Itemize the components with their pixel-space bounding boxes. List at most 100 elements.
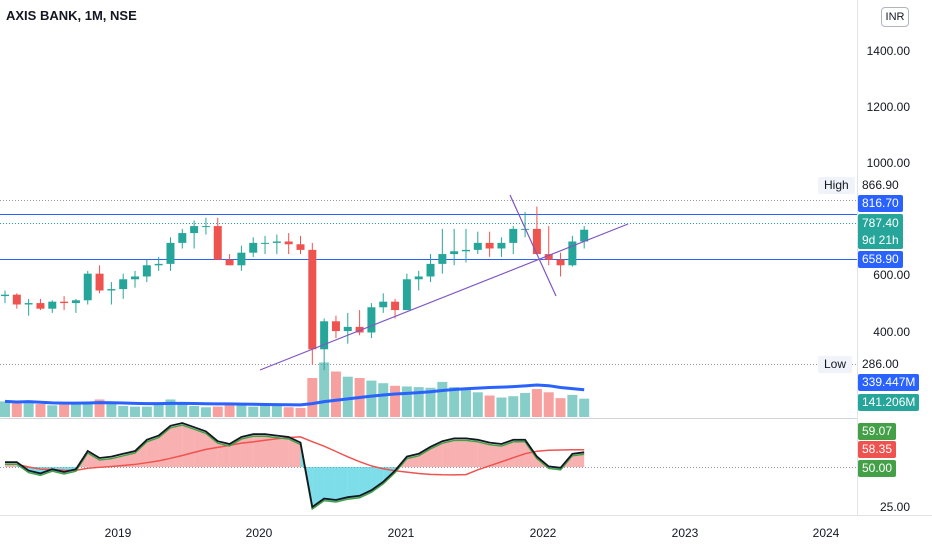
volume-value: 141.206M	[858, 394, 920, 411]
volume-bar	[130, 406, 141, 417]
volume-bar	[153, 404, 164, 417]
indicator-fill	[335, 467, 348, 502]
volume-bar	[189, 405, 200, 417]
volume-bar	[449, 387, 460, 417]
indicator-fill	[288, 439, 301, 467]
volume-bar	[236, 405, 247, 417]
candle-body	[48, 301, 57, 309]
candle-body	[485, 242, 494, 249]
candle-body	[95, 273, 104, 291]
indicator-fill	[465, 440, 478, 467]
indicator-line	[5, 422, 585, 509]
volume-bar	[141, 406, 152, 417]
indicator-fill	[99, 458, 112, 467]
volume-bar	[212, 406, 223, 417]
volume-bar	[579, 398, 590, 417]
candle-body	[83, 273, 92, 301]
volume-bar	[543, 392, 554, 417]
candle-body	[249, 242, 258, 253]
candle-body	[225, 259, 234, 266]
indicator-tick: 25.00	[879, 500, 910, 514]
candle-body	[391, 301, 400, 311]
indicator-fill	[182, 425, 195, 467]
volume-bar	[342, 376, 353, 417]
time-tick: 2024	[812, 526, 840, 540]
indicator-fill	[146, 437, 159, 467]
candle-body	[556, 259, 565, 266]
volume-bar	[496, 397, 507, 417]
candle-body	[568, 241, 577, 266]
high-label: High	[818, 177, 855, 194]
volume-bar	[106, 404, 117, 417]
candle-body	[402, 279, 411, 311]
indicator-fill	[513, 441, 526, 467]
indicator-fill	[477, 441, 490, 467]
volume-bar	[248, 406, 259, 417]
lower-line-price: 658.90	[858, 251, 903, 268]
volume-ma-value: 339.447M	[858, 374, 920, 391]
volume-bar	[330, 371, 341, 417]
volume-bar	[531, 389, 542, 417]
indicator-value-c: 50.00	[858, 460, 897, 477]
volume-bar	[567, 394, 578, 417]
volume-bar	[70, 403, 81, 417]
volume-bar	[295, 407, 306, 417]
volume-bar	[224, 404, 235, 417]
currency-button[interactable]: INR	[881, 7, 909, 27]
candle-body	[142, 265, 151, 277]
price-tick: 600.00	[873, 268, 910, 282]
candle-body	[461, 249, 470, 252]
indicator-fill	[572, 454, 585, 467]
candle-body	[331, 321, 340, 332]
candle-body	[308, 249, 317, 350]
volume-bar	[508, 396, 519, 417]
trend-line	[259, 223, 629, 371]
volume-bar	[425, 387, 436, 417]
candle-body	[201, 226, 210, 228]
candle-body	[213, 226, 222, 260]
volume-bar	[484, 395, 495, 417]
volume-bar	[366, 380, 377, 417]
candle-body	[532, 228, 541, 255]
last-price-tag: 787.40 9d 21h	[858, 214, 903, 249]
indicator-fill	[87, 453, 100, 467]
candle-body	[166, 242, 175, 264]
indicator-fill	[135, 441, 147, 467]
candle-body	[36, 303, 45, 309]
cross-line	[509, 194, 557, 297]
time-tick: 2023	[671, 526, 699, 540]
candle-body	[107, 289, 116, 291]
indicator-fill	[265, 436, 277, 467]
indicator-value-a: 59.07	[858, 423, 897, 440]
price-tick: 1200.00	[866, 100, 910, 114]
indicator-value-b: 58.35	[858, 441, 897, 458]
candle-body	[343, 326, 352, 332]
indicator-fill	[312, 467, 325, 509]
price-tick: 1400.00	[866, 44, 910, 58]
volume-bar	[520, 392, 531, 417]
indicator-fill	[170, 425, 183, 467]
indicator-fill	[158, 427, 171, 467]
time-tick: 2019	[104, 526, 132, 540]
volume-bar	[35, 404, 46, 417]
volume-bar	[200, 407, 211, 417]
volume-bar	[47, 405, 58, 417]
volume-bar	[82, 402, 93, 417]
candle-body	[320, 321, 329, 350]
candle-body	[12, 294, 21, 305]
candle-body	[237, 252, 246, 266]
indicator-fill	[276, 437, 289, 467]
volume-bar	[378, 383, 389, 417]
volume-bar	[460, 389, 471, 417]
signal-line	[5, 436, 585, 476]
candle-body	[473, 242, 482, 250]
volume-bar	[390, 385, 401, 417]
indicator-fill	[454, 440, 466, 467]
volume-bar	[472, 392, 483, 417]
candle-body	[60, 301, 69, 304]
volume-bar	[283, 407, 294, 417]
indicator-fill	[430, 443, 443, 467]
candle-body	[24, 303, 33, 305]
indicator-fill	[241, 436, 254, 467]
candle-body	[509, 228, 518, 243]
